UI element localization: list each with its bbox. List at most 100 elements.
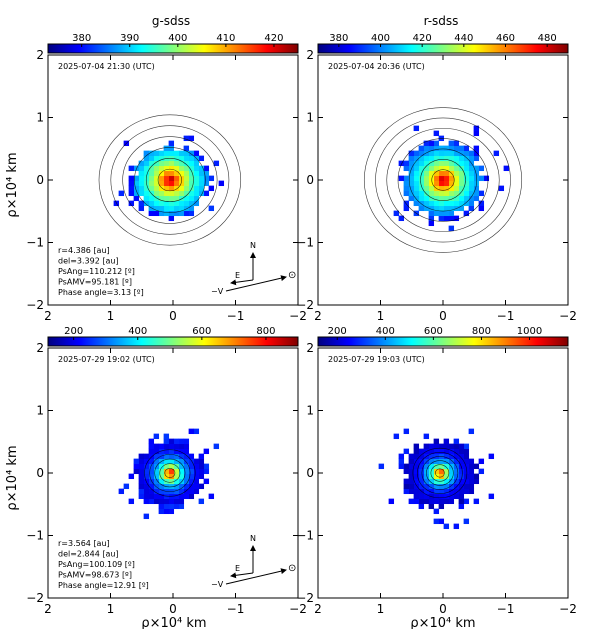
coma-pixel [193, 170, 200, 177]
coma-pixel [403, 463, 410, 470]
coma-pixel [133, 165, 140, 172]
coma-pixel [418, 180, 425, 187]
coma-pixel [138, 185, 145, 192]
x-tick-label: 2 [314, 309, 322, 323]
coma-pixel [178, 155, 185, 162]
colorbar-tick-label: 800 [256, 326, 275, 337]
coma-pixel [433, 165, 440, 172]
coma-pixel [443, 190, 450, 197]
coma-pixel [163, 453, 170, 460]
coma-pixel [163, 145, 170, 152]
coma-pixel [463, 473, 470, 480]
coma-pixel [173, 483, 180, 490]
coma-pixel [473, 155, 480, 162]
coma-pixel [428, 175, 435, 182]
coma-pixel [428, 180, 435, 187]
coma-pixel [143, 200, 150, 207]
coma-pixel [128, 175, 135, 182]
coma-pixel [173, 160, 180, 167]
coma-pixel [448, 180, 455, 187]
coma-pixel [148, 185, 155, 192]
coma-pixel [398, 175, 405, 182]
coma-pixel [443, 488, 450, 495]
coma-pixel [428, 210, 435, 217]
coma-pixel [143, 195, 150, 202]
coma-pixel [408, 458, 415, 465]
coma-pixel [118, 190, 125, 197]
colorbar-tick-label: 600 [192, 326, 211, 337]
contour-line [430, 464, 450, 482]
coma-pixel [198, 190, 205, 197]
coma-pixel [453, 180, 460, 187]
coma-pixel [173, 488, 180, 495]
coma-pixel [473, 473, 480, 480]
coma-pixel [168, 453, 175, 460]
coma-pixel [433, 443, 440, 450]
coma-pixel [143, 488, 150, 495]
coma-pixel [158, 150, 165, 157]
coma-pixel [438, 493, 445, 500]
coma-pixel [463, 150, 470, 157]
coma-pixel [413, 493, 420, 500]
coma-pixel [163, 468, 170, 475]
coma-pixel [408, 180, 415, 187]
coma-pixel [418, 145, 425, 152]
coma-pixel [208, 205, 215, 212]
coma-pixel [438, 518, 445, 525]
coma-pixel [473, 478, 480, 485]
coma-pixel [198, 185, 205, 192]
coma-pixel [133, 175, 140, 182]
coma-pixel [168, 215, 175, 222]
coma-pixel [448, 458, 455, 465]
coma-pixel [443, 180, 450, 187]
coma-pixel [168, 185, 175, 192]
coma-pixel [203, 190, 210, 197]
coma-pixel [448, 483, 455, 490]
coma-pixel [443, 493, 450, 500]
coma-pixel [413, 473, 420, 480]
colorbar-tick-label: 200 [64, 326, 83, 337]
coma-pixel [433, 160, 440, 167]
panel-g-sdss-2025-07-04: 380 390 400 410 420 2 2 1 1 0 0 −1 −1 −2 −2 2025-07-04 … [26, 33, 307, 323]
coma-pixel [178, 498, 185, 505]
coma-pixel [463, 195, 470, 202]
coma-pixel [188, 488, 195, 495]
coma-pixel [173, 210, 180, 217]
coma-pixel [128, 180, 135, 187]
coma-pixel [168, 180, 175, 187]
coma-pixel [423, 190, 430, 197]
coma-pixel [183, 170, 190, 177]
coma-pixel [198, 170, 205, 177]
coma-pixel [438, 215, 445, 222]
coma-pixel [168, 483, 175, 490]
coma-pixel [153, 175, 160, 182]
coma-pixel [158, 493, 165, 500]
coma-pixel [158, 498, 165, 505]
coma-pixel [453, 443, 460, 450]
coma-pixel [453, 195, 460, 202]
coma-pixel [473, 463, 480, 470]
coma-pixel [403, 478, 410, 485]
coma-pixel [168, 145, 175, 152]
coma-pixel [143, 160, 150, 167]
y-tick-label: 0 [36, 173, 44, 187]
coma-pixel [433, 170, 440, 177]
coma-pixel [408, 190, 415, 197]
coma-pixel [418, 155, 425, 162]
coma-pixel [138, 483, 145, 490]
coma-pixel [473, 130, 480, 137]
coma-pixel [413, 190, 420, 197]
info-line: del=3.392 [au] [58, 257, 119, 266]
coma-pixel [183, 135, 190, 142]
coma-pixel [433, 200, 440, 207]
coma-pixel [173, 150, 180, 157]
coma-pixel [168, 175, 175, 182]
x-tick-label: 1 [377, 309, 385, 323]
coma-pixel [433, 518, 440, 525]
coma-pixel [453, 478, 460, 485]
coma-pixel [183, 185, 190, 192]
coma-pixel [133, 190, 140, 197]
coma-pixel [418, 150, 425, 157]
coma-pixel [423, 488, 430, 495]
